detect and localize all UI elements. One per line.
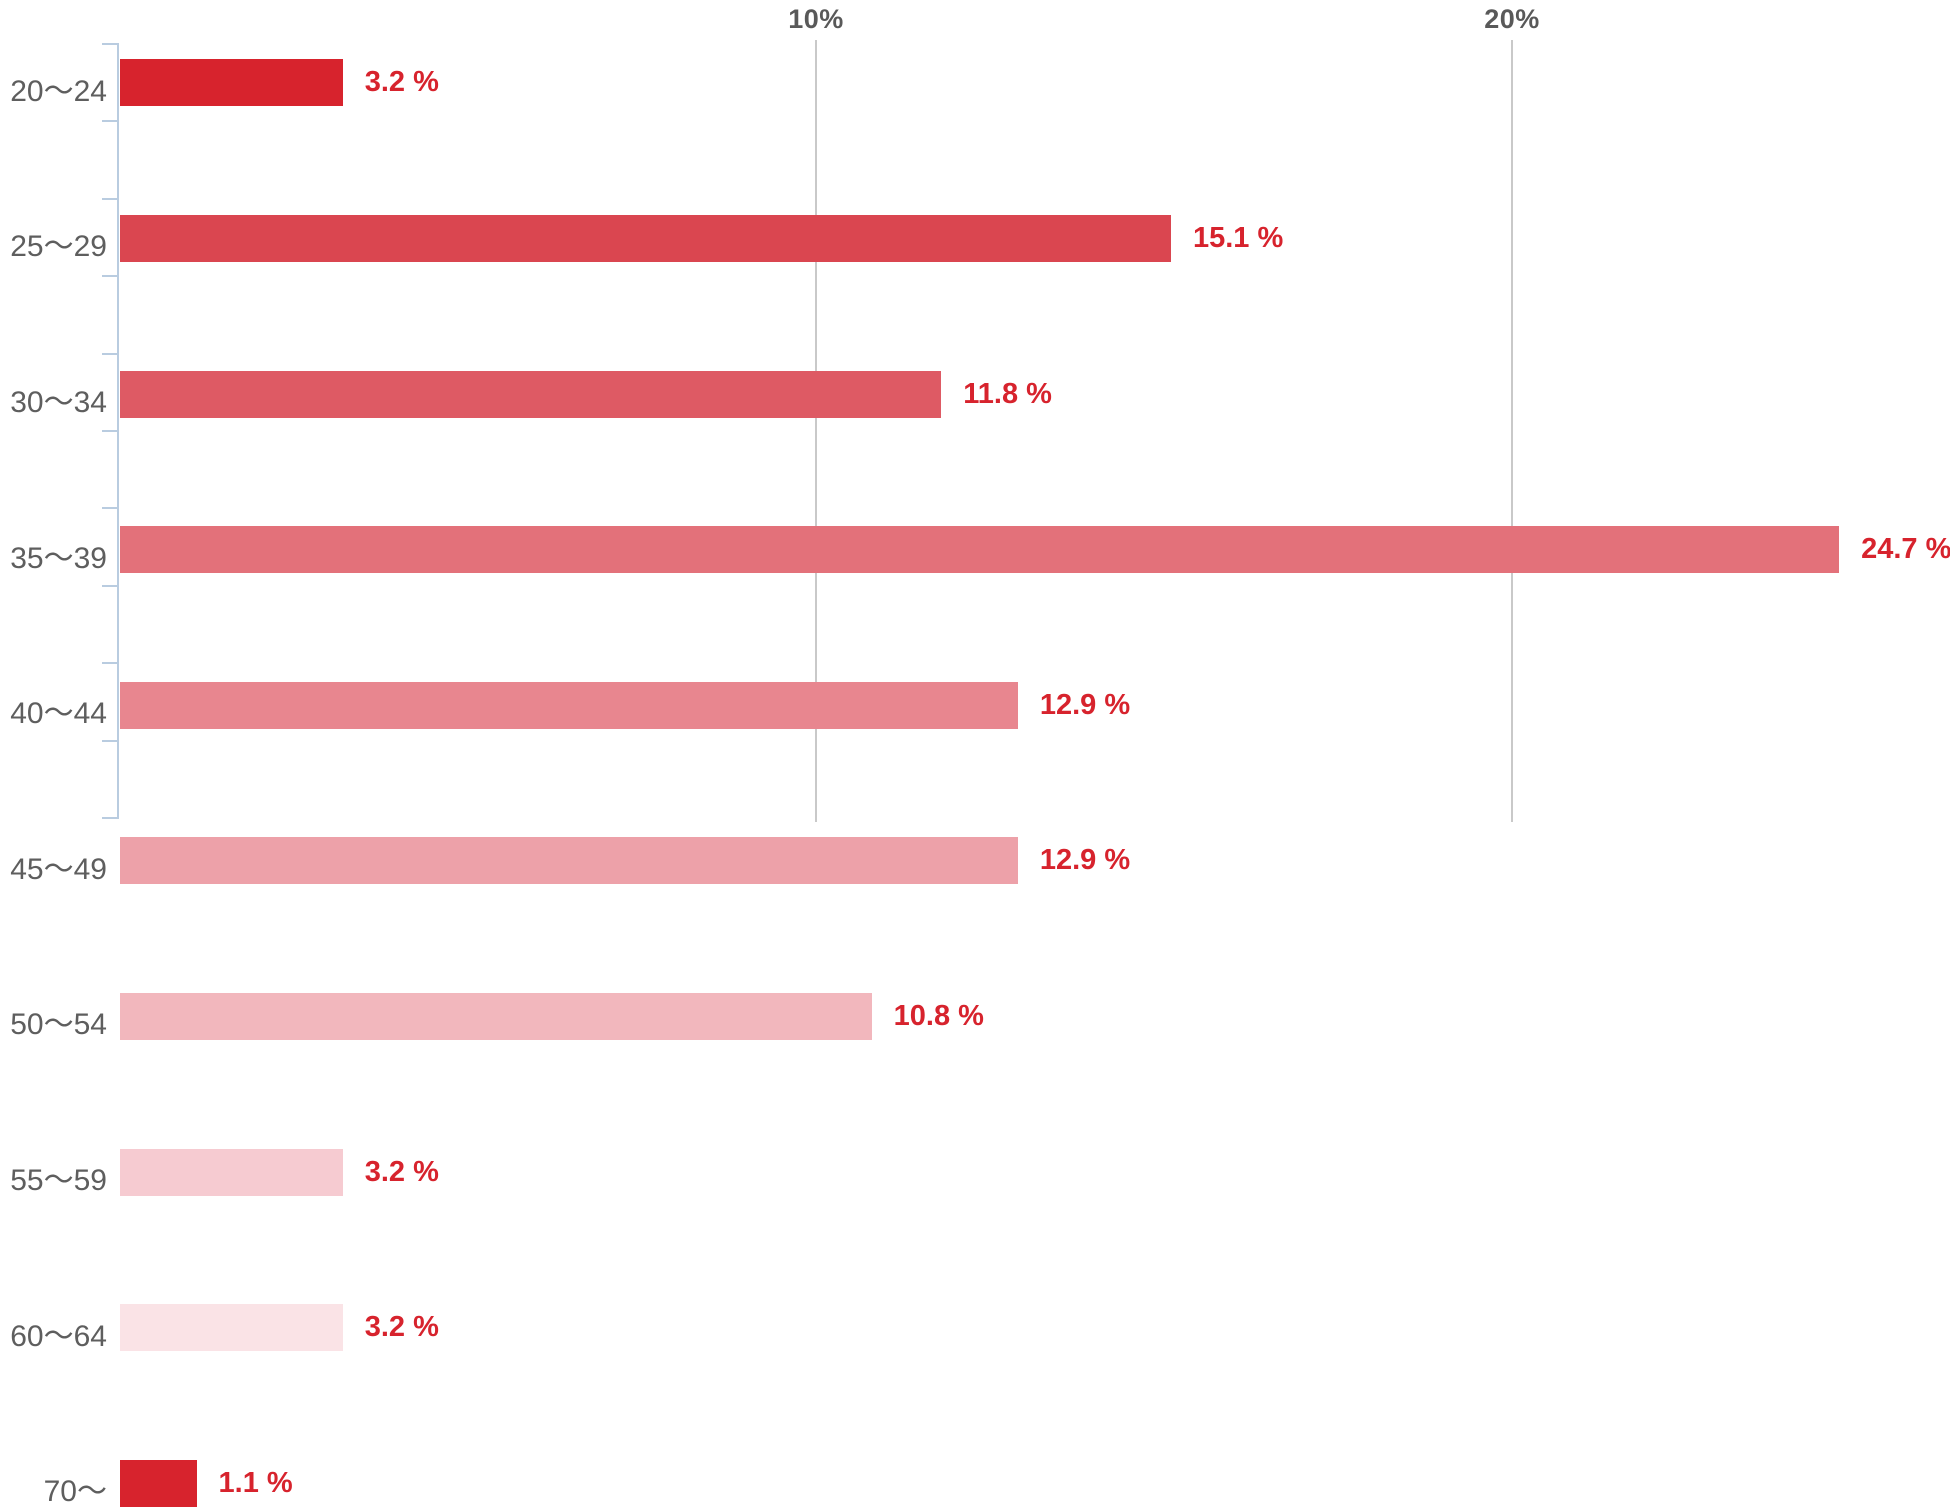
value-label: 15.1 % [1192,221,1284,254]
y-axis-tick [102,275,119,278]
bar [120,370,942,418]
bar-row: 45〜49 12.9 % [0,433,1950,886]
category-label: 60〜64 [10,1319,107,1353]
category-label: 40〜44 [10,697,107,731]
y-axis-tick [102,430,119,432]
y-axis-tick [102,352,119,355]
bar [120,1148,343,1196]
value-label: 11.8 % [963,377,1052,410]
value-label: 3.2 % [364,1155,439,1188]
bar-row: 70〜 1.1 % [0,744,1950,1508]
bar-row: 20〜24 3.2 % [0,44,1950,122]
bar [120,526,1840,574]
bar-row: 35〜39 24.7 % [0,277,1950,575]
category-label: 30〜34 [10,386,107,420]
x-axis-tick-label: 20% [1484,4,1540,34]
value-label: 12.9 % [1039,688,1131,721]
x-gridline [815,40,817,822]
x-axis-tick-label: 10% [788,4,844,34]
y-axis-tick [102,197,119,200]
x-gridline [1511,40,1513,822]
category-label: 20〜24 [10,74,107,108]
bar [120,837,1018,885]
category-label: 55〜59 [10,1164,107,1198]
category-label: 50〜54 [10,1008,107,1042]
y-axis-tick [102,584,119,587]
bar [120,1459,197,1507]
bar-rows: 20〜24 3.2 % 25〜29 15.1 % 30〜34 11.8 % 35〜39 24.… [0,44,1950,1508]
y-axis-tick [102,739,119,742]
bar [120,59,343,107]
age-distribution-bar-chart: 10% 20% 20〜24 3.2 % 25〜29 15.1 % 30〜34 11.8 % 35… [0,4,1950,1509]
y-axis-tick [102,43,119,45]
y-axis-tick [102,817,119,819]
y-axis-tick [102,507,119,510]
y-axis-tick [102,662,119,665]
bar [120,681,1018,729]
value-label: 24.7 % [1861,533,1950,566]
bar-row: 30〜34 11.8 % [0,200,1950,419]
bar [120,992,872,1040]
value-label: 3.2 % [364,66,439,99]
category-label: 70〜 [43,1475,107,1509]
bar [120,214,1171,262]
bar-row: 55〜59 3.2 % [0,589,1950,1197]
bar [120,1304,343,1352]
value-label: 3.2 % [364,1311,439,1344]
value-label: 1.1 % [218,1466,293,1499]
bar-row: 25〜29 15.1 % [0,122,1950,263]
category-label: 35〜39 [10,541,107,575]
value-label: 12.9 % [1039,844,1131,877]
y-axis-tick [102,120,119,123]
bar-row: 40〜44 12.9 % [0,355,1950,730]
category-label: 45〜49 [10,852,107,886]
value-label: 10.8 % [893,999,984,1032]
category-label: 25〜29 [10,230,107,264]
